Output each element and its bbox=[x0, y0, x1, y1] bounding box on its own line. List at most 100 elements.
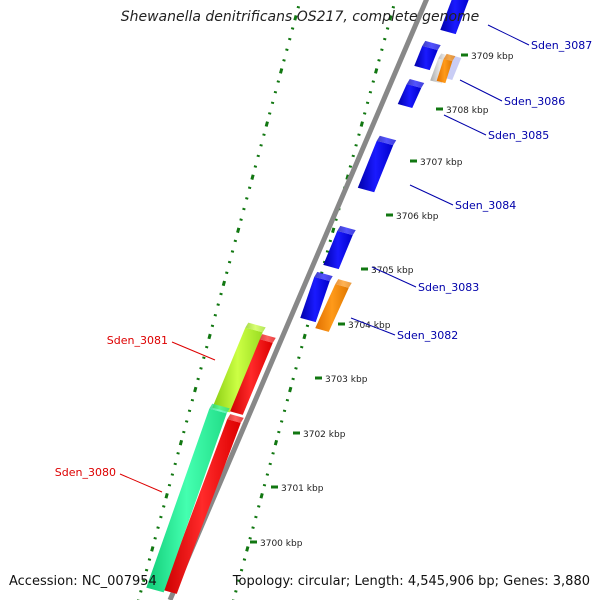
gene-label[interactable]: Sden_3085 bbox=[488, 129, 549, 142]
tick-mark bbox=[229, 261, 230, 263]
tick-mark bbox=[296, 367, 297, 369]
kbp-label: 3708 kbp bbox=[446, 106, 489, 116]
tick-mark bbox=[161, 516, 162, 518]
tick-mark bbox=[241, 219, 242, 221]
gene-label[interactable]: Sden_3083 bbox=[418, 281, 479, 294]
tick-mark bbox=[261, 144, 262, 146]
tick-mark bbox=[290, 387, 291, 392]
tick-mark bbox=[280, 69, 281, 74]
tick-mark bbox=[307, 325, 308, 327]
tick-mark bbox=[178, 452, 179, 454]
tick-mark bbox=[359, 134, 360, 136]
tick-mark bbox=[272, 102, 273, 104]
tick-mark bbox=[241, 569, 242, 571]
tick-mark bbox=[141, 590, 142, 592]
tick-mark bbox=[266, 122, 267, 127]
tick-mark bbox=[287, 49, 288, 51]
tick-mark bbox=[166, 493, 167, 498]
tick-mark bbox=[284, 59, 285, 61]
tick-mark bbox=[384, 38, 385, 40]
gene-sden-3086-body bbox=[414, 46, 437, 70]
tick-mark bbox=[264, 134, 265, 136]
tick-mark bbox=[158, 527, 159, 529]
tick-mark bbox=[350, 166, 351, 168]
tick-mark bbox=[270, 463, 271, 465]
tick-mark bbox=[250, 537, 251, 539]
outer-tick-track-left bbox=[137, 0, 301, 600]
tick-mark bbox=[235, 240, 236, 242]
tick-mark bbox=[298, 6, 299, 8]
genome-title: Shewanella denitrificans OS217, complete… bbox=[0, 9, 600, 25]
kbp-label: 3700 kbp bbox=[260, 539, 303, 549]
tick-mark bbox=[364, 112, 365, 114]
tick-mark bbox=[238, 228, 239, 233]
tick-mark bbox=[256, 516, 257, 518]
tick-mark bbox=[370, 91, 371, 93]
gene-label[interactable]: Sden_3086 bbox=[504, 95, 565, 108]
tick-mark bbox=[155, 537, 156, 539]
tick-mark bbox=[184, 431, 185, 433]
kbp-label: 3705 kbp bbox=[371, 266, 414, 276]
length-label: Length: bbox=[354, 574, 403, 589]
tick-mark bbox=[284, 410, 285, 412]
kbp-label: 3709 kbp bbox=[471, 52, 514, 62]
gene-label[interactable]: Sden_3087 bbox=[531, 39, 592, 52]
gene-sden-3085 bbox=[398, 79, 424, 108]
gene-label[interactable]: Sden_3080 bbox=[55, 466, 116, 479]
tick-mark bbox=[264, 484, 265, 486]
tick-mark bbox=[152, 546, 153, 551]
tick-mark bbox=[292, 28, 293, 30]
genome-backbone bbox=[170, 0, 428, 600]
tick-mark bbox=[361, 122, 362, 127]
tick-mark bbox=[336, 219, 337, 221]
length-value: 4,545,906 bp bbox=[408, 574, 495, 589]
tick-mark bbox=[204, 357, 205, 359]
kbp-label: 3706 kbp bbox=[396, 212, 439, 222]
gene-label[interactable]: Sden_3082 bbox=[397, 329, 458, 342]
tick-mark bbox=[275, 91, 276, 93]
tick-mark bbox=[255, 166, 256, 168]
tick-mark bbox=[209, 334, 210, 339]
tick-mark bbox=[367, 102, 368, 104]
tick-mark bbox=[304, 334, 305, 339]
tick-mark bbox=[226, 272, 227, 274]
accession-label: Accession: bbox=[9, 574, 78, 589]
tick-mark bbox=[356, 144, 357, 146]
tick-mark bbox=[218, 304, 219, 306]
tick-mark bbox=[252, 175, 253, 180]
tick-mark bbox=[379, 59, 380, 61]
tick-mark bbox=[236, 590, 237, 592]
tick-mark bbox=[299, 357, 300, 359]
gene-label[interactable]: Sden_3081 bbox=[107, 334, 168, 347]
tick-mark bbox=[261, 493, 262, 498]
gene-label-leader bbox=[444, 115, 486, 135]
tick-mark bbox=[393, 6, 394, 8]
tick-mark bbox=[146, 569, 147, 571]
tick-mark bbox=[180, 440, 181, 445]
tick-mark bbox=[281, 420, 282, 422]
gene-label-leader bbox=[488, 25, 529, 45]
gene-sden-3085-body bbox=[398, 84, 421, 108]
tick-mark bbox=[333, 228, 334, 233]
tick-mark bbox=[327, 251, 328, 253]
genes-label: Genes: bbox=[503, 574, 548, 589]
tick-mark bbox=[172, 474, 173, 476]
tick-mark bbox=[279, 431, 280, 433]
tick-mark bbox=[244, 559, 245, 561]
accession-info: Accession: NC_007954 bbox=[9, 574, 157, 589]
tick-mark bbox=[387, 28, 388, 30]
genome-stats: Topology: circular; Length: 4,545,906 bp… bbox=[233, 574, 590, 589]
tick-mark bbox=[287, 399, 288, 401]
tick-mark bbox=[232, 251, 233, 253]
tick-mark bbox=[301, 346, 302, 348]
kbp-label: 3701 kbp bbox=[281, 484, 324, 494]
gene-label-leader bbox=[172, 342, 215, 360]
tick-mark bbox=[215, 314, 216, 316]
tick-mark bbox=[221, 293, 222, 295]
accession-value: NC_007954 bbox=[82, 574, 157, 589]
tick-mark bbox=[169, 484, 170, 486]
gene-label-leader bbox=[460, 80, 502, 101]
gene-label[interactable]: Sden_3084 bbox=[455, 199, 516, 212]
tick-mark bbox=[269, 112, 270, 114]
